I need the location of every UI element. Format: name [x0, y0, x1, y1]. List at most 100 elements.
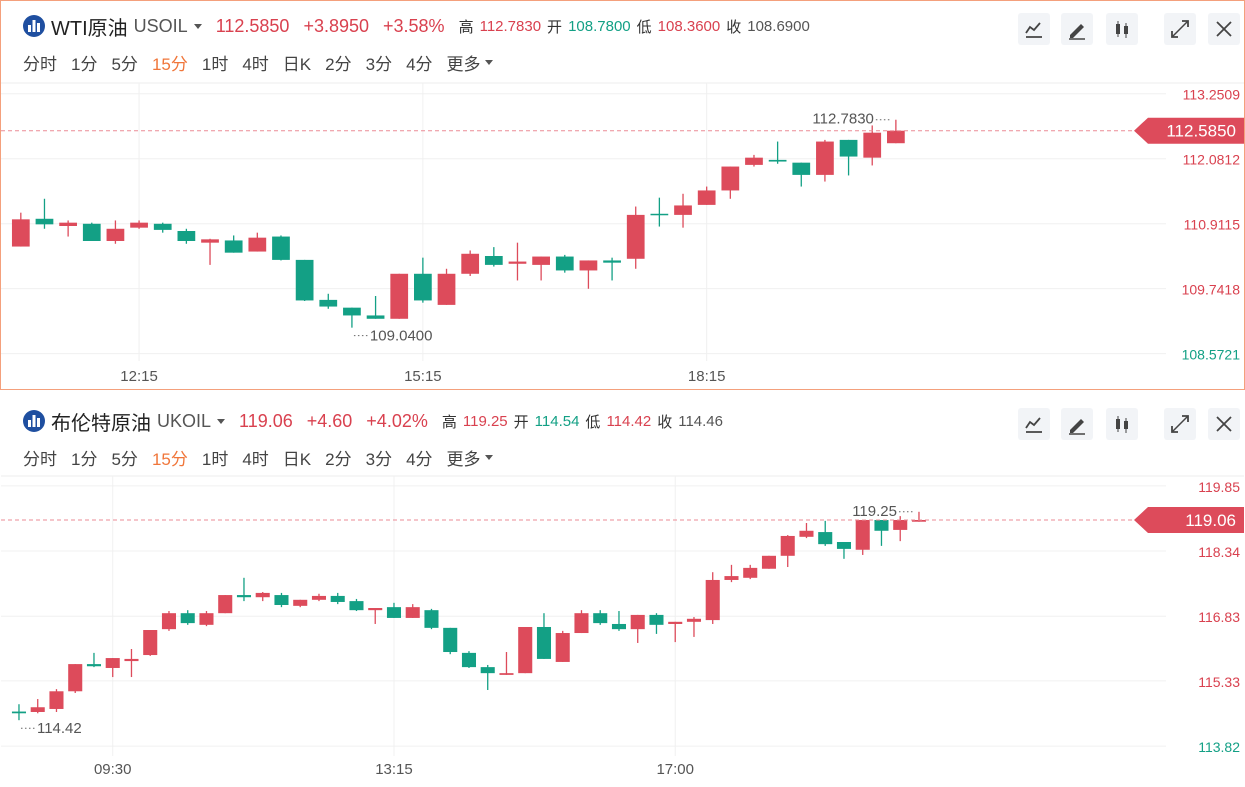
stat-value: 114.46 [678, 412, 723, 430]
candle-body [668, 621, 683, 624]
candle-body [424, 610, 439, 628]
candle-body [518, 626, 533, 674]
last-price: 119.06 [239, 410, 293, 431]
candle-body [443, 627, 458, 653]
toolbar-button[interactable] [1164, 13, 1196, 45]
stat-label: 开 [513, 413, 529, 431]
candle-body [626, 214, 645, 259]
period-tab[interactable]: 分时 [23, 54, 57, 74]
period-tab[interactable]: 2分 [325, 54, 352, 74]
toolbar-button[interactable] [1106, 408, 1138, 440]
candle-body [177, 231, 196, 241]
symbol-code[interactable]: UKOIL [157, 410, 212, 431]
candle-body [124, 658, 139, 662]
x-tick-label: 13:15 [375, 761, 413, 778]
toolbar-button[interactable] [1061, 13, 1093, 45]
candle-body [508, 261, 527, 264]
candle-body [874, 519, 889, 531]
y-tick-label: 110.9115 [1184, 217, 1241, 233]
candle-body [105, 658, 120, 668]
toolbar-button[interactable] [1018, 13, 1050, 45]
candle-body [201, 239, 219, 243]
y-tick-label: 116.83 [1198, 609, 1240, 625]
x-tick-label: 15:15 [404, 368, 442, 385]
last-price-label: 119.06 [1185, 511, 1236, 530]
y-tick-label: 115.33 [1198, 674, 1240, 690]
candle-body [768, 159, 787, 162]
period-tab[interactable]: 更多 [447, 50, 493, 75]
candle-body [106, 228, 125, 241]
candle-body [86, 664, 102, 667]
period-tab[interactable]: 3分 [365, 54, 393, 74]
period-tab[interactable]: 4分 [406, 54, 433, 74]
candle-body [761, 555, 777, 569]
price-change-pct: +3.58% [383, 15, 445, 36]
toolbar-button[interactable] [1208, 408, 1240, 440]
candle-body [780, 535, 795, 556]
candle-body [68, 664, 83, 692]
period-tab[interactable]: 1分 [71, 54, 98, 74]
period-tab[interactable]: 4分 [406, 449, 433, 469]
period-tab[interactable]: 5分 [111, 449, 138, 469]
period-tab[interactable]: 4时 [242, 54, 269, 74]
y-tick-label: 112.0812 [1183, 152, 1241, 168]
candle-body [649, 614, 664, 625]
period-tab[interactable]: 15分 [151, 54, 188, 74]
high-label: 119.25 [852, 503, 897, 520]
toolbar-button[interactable] [1018, 408, 1050, 440]
toolbar-button[interactable] [1061, 408, 1093, 440]
toolbar-button[interactable] [1208, 13, 1240, 45]
stat-label: 收 [726, 18, 742, 36]
period-tab[interactable]: 日K [282, 54, 312, 74]
stat-label: 高 [458, 18, 474, 36]
candle-body [343, 307, 361, 316]
high-label: 112.7830 [812, 111, 873, 128]
toolbar-button[interactable] [1106, 13, 1138, 45]
symbol-code[interactable]: USOIL [133, 15, 188, 36]
candle-body [311, 595, 327, 600]
chart-panel: WTI原油 USOIL 112.5850 +3.8950 +3.58% 高 112.7830… [0, 0, 1245, 390]
price-change-pct: +4.02% [366, 410, 428, 431]
period-tab[interactable]: 3分 [365, 449, 393, 469]
candle-body [555, 256, 574, 271]
candle-body [593, 613, 608, 624]
y-tick-label: 119.85 [1198, 479, 1240, 495]
more-caret [484, 454, 493, 460]
stat-label: 开 [547, 18, 563, 36]
more-caret [484, 59, 493, 65]
candle-body [721, 166, 740, 191]
y-tick-label: 109.7418 [1182, 282, 1241, 298]
candle-body [603, 260, 621, 263]
candle-body [11, 219, 30, 247]
period-tab[interactable]: 1时 [201, 54, 229, 74]
period-tab[interactable]: 1分 [71, 449, 98, 469]
period-tab[interactable]: 5分 [111, 54, 138, 74]
candle-body [816, 141, 834, 175]
candle-body [59, 222, 77, 226]
period-tabs: 分时 1分 5分 15分 1时 4时 日K 2分 3分 4分 更多 [23, 49, 493, 75]
period-tab[interactable]: 1时 [201, 449, 229, 469]
period-tab[interactable]: 4时 [242, 449, 269, 469]
stat-value: 108.7800 [568, 17, 631, 35]
candle-body [461, 652, 477, 668]
candle-body [390, 273, 409, 319]
candle-body [199, 613, 214, 625]
toolbar-button[interactable] [1164, 408, 1196, 440]
stat-label: 低 [636, 18, 652, 36]
candle-body [319, 299, 338, 307]
period-tab[interactable]: 日K [282, 449, 312, 469]
period-tab[interactable]: 更多 [447, 445, 493, 470]
stat-value: 112.7830 [479, 17, 542, 35]
period-tab[interactable]: 2分 [325, 449, 352, 469]
candle-body [248, 237, 267, 252]
candle-body [484, 256, 503, 265]
candle-body [743, 567, 758, 578]
period-tab[interactable]: 分时 [23, 449, 57, 469]
period-tab[interactable]: 15分 [151, 449, 188, 469]
stat-value: 108.6900 [747, 17, 810, 35]
symbol-logo [23, 410, 45, 432]
last-price: 112.5850 [215, 15, 290, 36]
last-price-tag [1134, 117, 1244, 144]
candle-body [799, 530, 814, 537]
